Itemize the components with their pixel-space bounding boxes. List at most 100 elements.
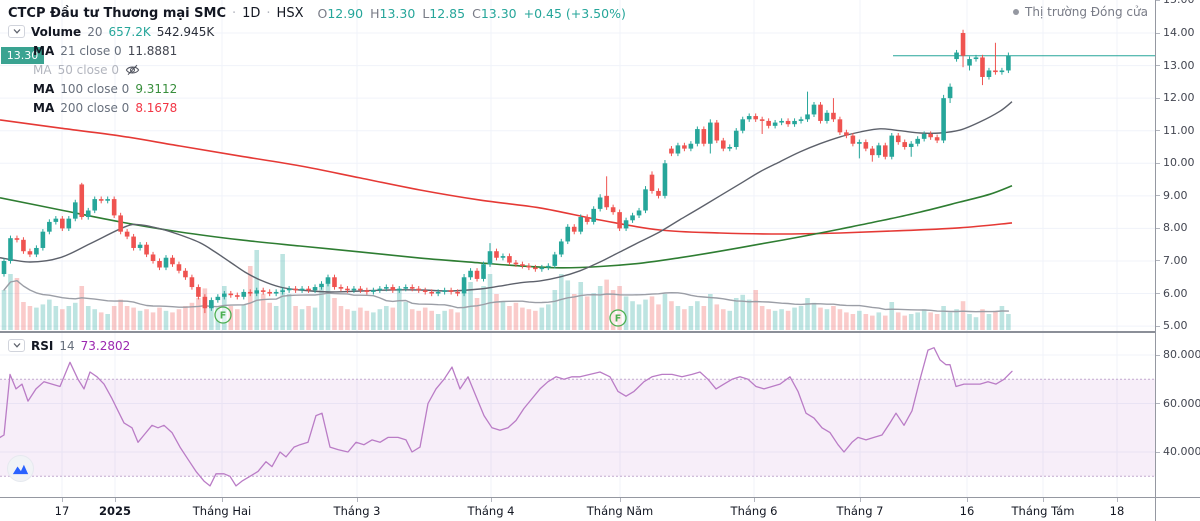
price-axis[interactable]: 15.00 14.00 13.00 12.00 11.00 10.00 9.00 8.00 7.… [1155, 0, 1200, 497]
eye-off-icon[interactable] [125, 64, 140, 76]
ma50-label[interactable]: MA [33, 62, 52, 77]
price-axis-tick [1156, 260, 1160, 262]
separator-dot: · [266, 5, 271, 21]
time-axis[interactable]: 17 2025 Tháng Hai Tháng 3 Tháng 4 Tháng Năm Th… [0, 497, 1200, 521]
legend-row-rsi: RSI 14 73.2802 [8, 338, 130, 353]
volume-indicator-label[interactable]: Volume [31, 24, 82, 39]
price-axis-tick [1156, 65, 1160, 67]
time-axis-label: Tháng Năm [586, 504, 654, 518]
rsi-param: 14 [59, 338, 75, 353]
price-axis-tick [1156, 293, 1160, 295]
legend-row-volume: Volume 20 657.2K 542.945K [8, 24, 214, 39]
ma200-params: 200 close 0 [60, 100, 130, 115]
brand-logo-icon[interactable] [7, 455, 34, 482]
time-axis-tick [967, 498, 968, 502]
legend-row-ma100: MA 100 close 0 9.3112 [8, 81, 214, 96]
price-axis-label: 5.00 [1163, 319, 1188, 333]
price-axis-label: 9.00 [1163, 188, 1188, 202]
separator-dot: · [231, 5, 237, 21]
open-value: 12.90 [327, 5, 364, 21]
price-axis-label: 13.00 [1163, 58, 1195, 72]
event-marker[interactable]: F [214, 306, 232, 324]
volume-value: 657.2K [108, 24, 151, 39]
high-label: H [370, 5, 380, 21]
last-price-label: 13.30 [1, 47, 44, 65]
ma21-params: 21 close 0 [60, 43, 122, 58]
price-axis-label: 6.00 [1163, 286, 1188, 300]
rsi-value: 73.2802 [80, 338, 131, 353]
change-value: +0.45 (+3.50%) [523, 5, 626, 21]
close-label: C [472, 5, 481, 21]
time-axis-tick [62, 498, 63, 502]
pane-separator[interactable] [0, 331, 1200, 333]
time-axis-tick [357, 498, 358, 502]
price-axis-label: 11.00 [1163, 123, 1195, 137]
time-axis-label: Tháng 3 [333, 504, 381, 518]
time-axis-tick [115, 498, 116, 502]
time-axis-tick [1117, 498, 1118, 502]
time-axis-label: 2025 [98, 504, 132, 518]
close-value: 13.30 [480, 5, 517, 21]
low-label: L [422, 5, 430, 21]
ma100-label[interactable]: MA [33, 81, 55, 96]
indicator-legend: Volume 20 657.2K 542.945K MA 21 close 0 … [8, 24, 214, 119]
price-axis-label: 14.00 [1163, 26, 1195, 39]
svg-text:F: F [615, 314, 622, 325]
rsi-indicator-label[interactable]: RSI [31, 338, 54, 353]
price-axis-tick [1156, 32, 1160, 34]
time-axis-tick [491, 498, 492, 502]
time-axis-label: Tháng Hai [192, 504, 252, 518]
legend-row-ma50: MA 50 close 0 [8, 62, 214, 77]
price-axis-label: 15.00 [1163, 0, 1195, 6]
event-marker[interactable]: F [609, 309, 627, 327]
ohlc-values: O12.90 H13.30 L12.85 C13.30 +0.45 (+3.50… [317, 6, 625, 21]
time-axis-tick [754, 498, 755, 502]
volume-ma-value: 542.945K [156, 24, 215, 39]
market-status-dot-icon [1013, 9, 1020, 15]
ma200-value: 8.1678 [135, 100, 178, 115]
low-value: 12.85 [429, 5, 466, 21]
high-value: 13.30 [379, 5, 416, 21]
time-axis-tick [222, 498, 223, 502]
rsi-legend: RSI 14 73.2802 [8, 338, 130, 357]
price-axis-tick [1156, 195, 1160, 197]
ma100-params: 100 close 0 [60, 81, 130, 96]
time-axis-label: 18 [1109, 504, 1125, 518]
time-axis-label: Tháng 7 [836, 504, 884, 518]
ma100-value: 9.3112 [135, 81, 178, 96]
chevron-down-icon[interactable] [8, 339, 25, 352]
price-axis-tick [1156, 162, 1160, 164]
time-axis-label: 16 [959, 504, 975, 518]
ma50-params: 50 close 0 [57, 62, 120, 77]
price-axis-tick [1156, 97, 1160, 99]
time-axis-label: 17 [54, 504, 70, 518]
ma21-label[interactable]: MA [33, 43, 55, 58]
interval-label[interactable]: 1D [242, 5, 261, 21]
svg-text:F: F [220, 311, 227, 322]
exchange-label[interactable]: HSX [276, 5, 304, 21]
rsi-axis-tick [1156, 354, 1160, 356]
rsi-axis-label: 40.0000 [1163, 445, 1200, 458]
chevron-down-icon[interactable] [8, 25, 25, 38]
ma21-value: 11.8881 [127, 43, 178, 58]
time-axis-tick [620, 498, 621, 502]
time-axis-label: Tháng 4 [467, 504, 515, 518]
symbol-title[interactable]: CTCP Đầu tư Thương mại SMC [8, 5, 226, 21]
time-axis-tick [1043, 498, 1044, 502]
ma200-label[interactable]: MA [33, 100, 55, 115]
price-axis-tick [1156, 325, 1160, 327]
price-axis-tick [1156, 130, 1160, 132]
price-axis-tick [1156, 0, 1160, 1]
price-axis-label: 12.00 [1163, 91, 1195, 105]
price-axis-label: 8.00 [1163, 221, 1188, 235]
price-axis-label: 7.00 [1163, 253, 1188, 267]
rsi-axis-tick [1156, 403, 1160, 404]
time-axis-tick [860, 498, 861, 502]
legend-row-ma21: MA 21 close 0 11.8881 [8, 43, 214, 58]
time-axis-label: Tháng Tám [1011, 504, 1075, 518]
volume-param: 20 [87, 24, 103, 39]
legend-row-ma200: MA 200 close 0 8.1678 [8, 100, 214, 115]
market-status-label: Thị trường Đóng cửa [1025, 5, 1148, 19]
